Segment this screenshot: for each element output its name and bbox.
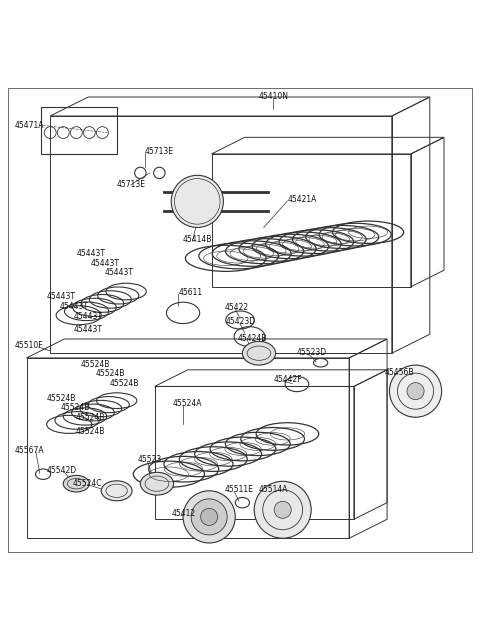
- Text: 45524B: 45524B: [75, 413, 105, 422]
- Text: 45524C: 45524C: [73, 479, 103, 488]
- Text: 45443T: 45443T: [60, 302, 89, 311]
- Circle shape: [407, 383, 424, 400]
- Text: 45412: 45412: [171, 509, 195, 518]
- Circle shape: [191, 499, 227, 535]
- Text: 45422: 45422: [225, 303, 249, 312]
- Text: 45424B: 45424B: [238, 333, 267, 342]
- Text: 45510F: 45510F: [14, 340, 43, 349]
- Text: 45423D: 45423D: [226, 317, 256, 326]
- Text: 45421A: 45421A: [288, 195, 317, 204]
- Text: 45524B: 45524B: [109, 379, 139, 388]
- Text: 45443T: 45443T: [74, 325, 103, 334]
- Text: 45514A: 45514A: [259, 485, 288, 494]
- Text: 45523D: 45523D: [297, 348, 327, 356]
- Circle shape: [274, 501, 291, 518]
- Text: 45524B: 45524B: [96, 369, 125, 378]
- Text: 45611: 45611: [179, 288, 203, 297]
- Circle shape: [389, 365, 442, 417]
- Ellipse shape: [101, 481, 132, 500]
- Text: 45410N: 45410N: [258, 92, 288, 100]
- Circle shape: [171, 175, 223, 227]
- Text: 45524B: 45524B: [60, 403, 90, 412]
- Text: 45713E: 45713E: [117, 180, 145, 189]
- Text: 45443T: 45443T: [105, 268, 134, 277]
- Text: 45542D: 45542D: [47, 466, 76, 475]
- Text: 45567A: 45567A: [14, 446, 44, 455]
- Text: 45443T: 45443T: [91, 259, 120, 268]
- Circle shape: [201, 508, 218, 525]
- Text: 45443T: 45443T: [74, 312, 103, 321]
- Text: 45443T: 45443T: [76, 249, 105, 258]
- Text: 45523: 45523: [138, 456, 162, 465]
- Ellipse shape: [140, 472, 174, 495]
- Text: 45442F: 45442F: [273, 375, 302, 384]
- Text: 45414B: 45414B: [183, 235, 213, 244]
- Text: 45524B: 45524B: [75, 427, 105, 436]
- Text: 45456B: 45456B: [384, 368, 414, 377]
- Text: 45524B: 45524B: [81, 360, 110, 369]
- Text: 45443T: 45443T: [47, 292, 76, 301]
- Text: 45713E: 45713E: [145, 147, 174, 156]
- Circle shape: [183, 491, 235, 543]
- Text: 45524B: 45524B: [47, 394, 76, 403]
- Ellipse shape: [63, 476, 89, 492]
- Text: 45511E: 45511E: [225, 485, 254, 494]
- Text: 45524A: 45524A: [173, 399, 202, 408]
- Ellipse shape: [242, 341, 276, 365]
- Bar: [41, 106, 117, 154]
- Circle shape: [254, 481, 311, 538]
- Text: 45471A: 45471A: [14, 121, 44, 130]
